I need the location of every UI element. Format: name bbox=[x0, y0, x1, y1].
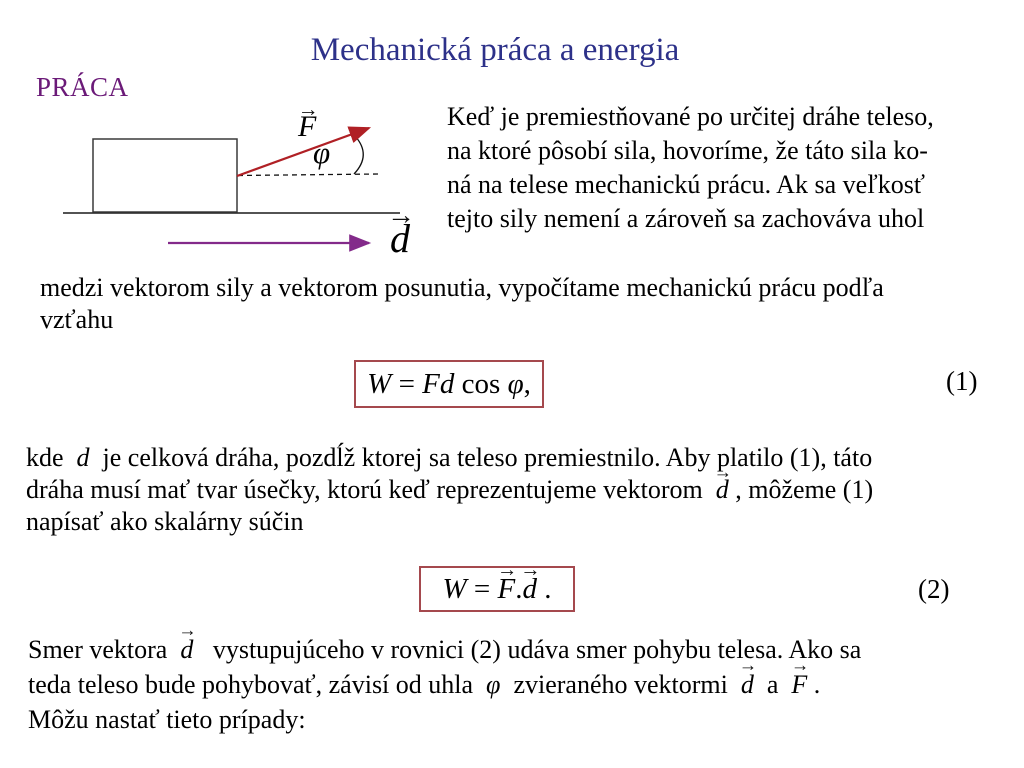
equation-2: W = → F. → d . bbox=[442, 560, 552, 606]
displacement-vector-label: → d bbox=[387, 202, 415, 261]
paragraph-line: tejto sily nemení a zároveň sa zachováva… bbox=[447, 204, 925, 233]
text-segment: teda teleso bude pohybovať, závisí od uh… bbox=[28, 670, 487, 699]
math-var: d bbox=[76, 443, 90, 472]
paragraph-line: medzi vektorom sily a vektorom posunutia… bbox=[40, 273, 884, 302]
paragraph-line: teda teleso bude pohybovať, závisí od uh… bbox=[28, 656, 861, 702]
equation-1-number: (1) bbox=[946, 366, 978, 396]
vector-arrow-icon: → bbox=[387, 200, 415, 232]
vector-d: → d bbox=[520, 560, 540, 606]
intro-paragraph: Keď je premiestňované po určitej dráhe t… bbox=[447, 100, 934, 236]
vector-arrow-icon: → bbox=[520, 559, 541, 582]
equation-1-box: W = Fd cos φ, bbox=[354, 360, 544, 408]
vector-arrow-icon: → bbox=[178, 620, 197, 641]
after-eq1-paragraph: kde d je celková dráha, pozdĺž ktorej sa… bbox=[26, 442, 873, 538]
math-var: φ bbox=[486, 670, 501, 699]
text-segment: , bbox=[523, 367, 531, 400]
force-diagram: → F φ → d bbox=[58, 99, 438, 273]
block-rect bbox=[92, 138, 238, 213]
text-segment: = bbox=[391, 367, 423, 400]
text-segment: je celková dráha, pozdĺž ktorej sa teles… bbox=[89, 443, 873, 472]
vector-F: → F bbox=[791, 656, 809, 702]
text-segment: , môžeme (1) bbox=[728, 475, 874, 504]
math-var: W bbox=[442, 572, 467, 605]
vector-arrow-icon: → bbox=[713, 462, 732, 483]
paragraph-line: na ktoré pôsobí sila, hovoríme, že táto … bbox=[447, 136, 928, 165]
vector-arrow-icon: → bbox=[497, 559, 518, 582]
math-var: Fd bbox=[422, 367, 455, 400]
vector-letter: d bbox=[522, 572, 538, 605]
vector-letter: F bbox=[298, 110, 317, 143]
text-segment: . bbox=[537, 572, 552, 605]
vector-letter: d bbox=[715, 475, 729, 504]
text-segment: Smer vektora bbox=[28, 635, 181, 664]
paragraph-line: vzťahu bbox=[40, 305, 114, 334]
paragraph-line: ná na telese mechanickú prácu. Ak sa veľ… bbox=[447, 170, 925, 199]
text-segment: napísať ako skalárny súčin bbox=[26, 507, 304, 536]
text-segment: cos bbox=[454, 367, 508, 400]
vector-arrow-icon: → bbox=[297, 97, 319, 122]
vector-d: → d bbox=[739, 656, 757, 702]
vector-arrow-icon: → bbox=[791, 655, 810, 676]
equation-1: W = Fd cos φ, bbox=[367, 368, 531, 401]
paragraph-line: kde d je celková dráha, pozdĺž ktorej sa… bbox=[26, 442, 873, 474]
text-segment: vystupujúceho v rovnici (2) udáva smer p… bbox=[193, 635, 862, 664]
section-label-praca: PRÁCA bbox=[36, 72, 129, 102]
vector-letter: F bbox=[791, 670, 808, 699]
vector-letter: d bbox=[180, 635, 194, 664]
text-segment: . bbox=[515, 572, 523, 605]
page-title: Mechanická práca a energia bbox=[310, 32, 680, 68]
paragraph-line: Smer vektora → d vystupujúceho v rovnici … bbox=[28, 621, 862, 667]
angle-phi-label: φ bbox=[313, 135, 331, 170]
angle-arc bbox=[353, 135, 364, 175]
force-vector-label: → F bbox=[298, 99, 319, 143]
force-arrow bbox=[236, 126, 372, 178]
paragraph-line: napísať ako skalárny súčin bbox=[26, 506, 873, 538]
equation-2-box: W = → F. → d . bbox=[419, 560, 575, 612]
mid-paragraph: medzi vektorom sily a vektorom posunutia… bbox=[40, 272, 884, 336]
text-segment: dráha musí mať tvar úsečky, ktorú keď re… bbox=[26, 475, 716, 504]
equation-2-number: (2) bbox=[918, 574, 950, 604]
vector-arrow-icon: → bbox=[738, 655, 758, 676]
text-segment: zvieraného vektormi bbox=[500, 670, 741, 699]
angle-dashed-line bbox=[237, 173, 379, 177]
vector-letter: d bbox=[390, 216, 410, 261]
text-segment: . bbox=[807, 670, 821, 699]
text-segment: = bbox=[466, 572, 498, 605]
closing-paragraph: Smer vektora → d vystupujúceho v rovnici … bbox=[28, 621, 862, 737]
vector-d: → d bbox=[178, 621, 196, 667]
math-var: φ bbox=[507, 367, 524, 400]
math-var: W bbox=[367, 367, 392, 400]
paragraph-line: Keď je premiestňované po určitej dráhe t… bbox=[447, 102, 934, 131]
vector-d: → d bbox=[714, 463, 732, 506]
vector-letter: F bbox=[497, 572, 516, 605]
vector-letter: d bbox=[740, 670, 754, 699]
force-diagram-canvas bbox=[63, 126, 400, 252]
text-segment: a bbox=[753, 670, 792, 699]
text-segment: Môžu nastať tieto prípady: bbox=[28, 705, 306, 734]
paragraph-line: dráha musí mať tvar úsečky, ktorú keď re… bbox=[26, 463, 874, 506]
paragraph-line: Môžu nastať tieto prípady: bbox=[28, 702, 861, 737]
text-segment: kde bbox=[26, 443, 77, 472]
vector-F: → F bbox=[497, 560, 517, 606]
